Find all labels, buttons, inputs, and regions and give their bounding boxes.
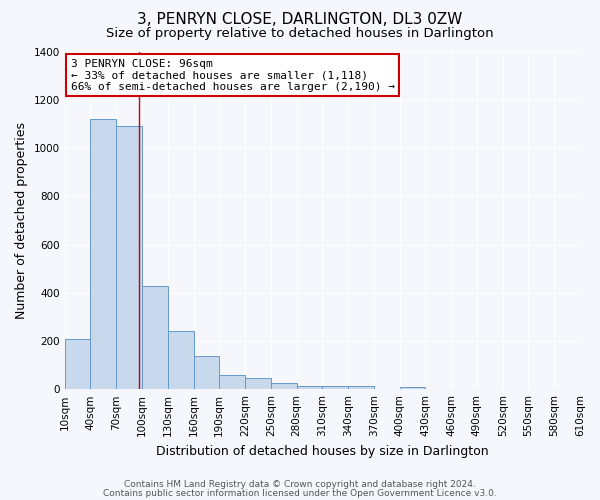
Text: 3 PENRYN CLOSE: 96sqm
← 33% of detached houses are smaller (1,118)
66% of semi-d: 3 PENRYN CLOSE: 96sqm ← 33% of detached … — [71, 58, 395, 92]
Bar — [271, 384, 296, 390]
Bar — [322, 386, 348, 390]
Text: Size of property relative to detached houses in Darlington: Size of property relative to detached ho… — [106, 28, 494, 40]
Bar — [219, 375, 245, 390]
Bar — [400, 387, 425, 390]
Bar — [116, 126, 142, 390]
Bar — [348, 386, 374, 390]
Bar — [91, 119, 116, 390]
X-axis label: Distribution of detached houses by size in Darlington: Distribution of detached houses by size … — [156, 444, 488, 458]
Bar — [245, 378, 271, 390]
Bar — [65, 338, 91, 390]
Y-axis label: Number of detached properties: Number of detached properties — [15, 122, 28, 319]
Text: Contains HM Land Registry data © Crown copyright and database right 2024.: Contains HM Land Registry data © Crown c… — [124, 480, 476, 489]
Bar — [193, 356, 219, 390]
Bar — [142, 286, 168, 390]
Bar — [168, 332, 193, 390]
Text: Contains public sector information licensed under the Open Government Licence v3: Contains public sector information licen… — [103, 488, 497, 498]
Text: 3, PENRYN CLOSE, DARLINGTON, DL3 0ZW: 3, PENRYN CLOSE, DARLINGTON, DL3 0ZW — [137, 12, 463, 28]
Bar — [296, 386, 322, 390]
